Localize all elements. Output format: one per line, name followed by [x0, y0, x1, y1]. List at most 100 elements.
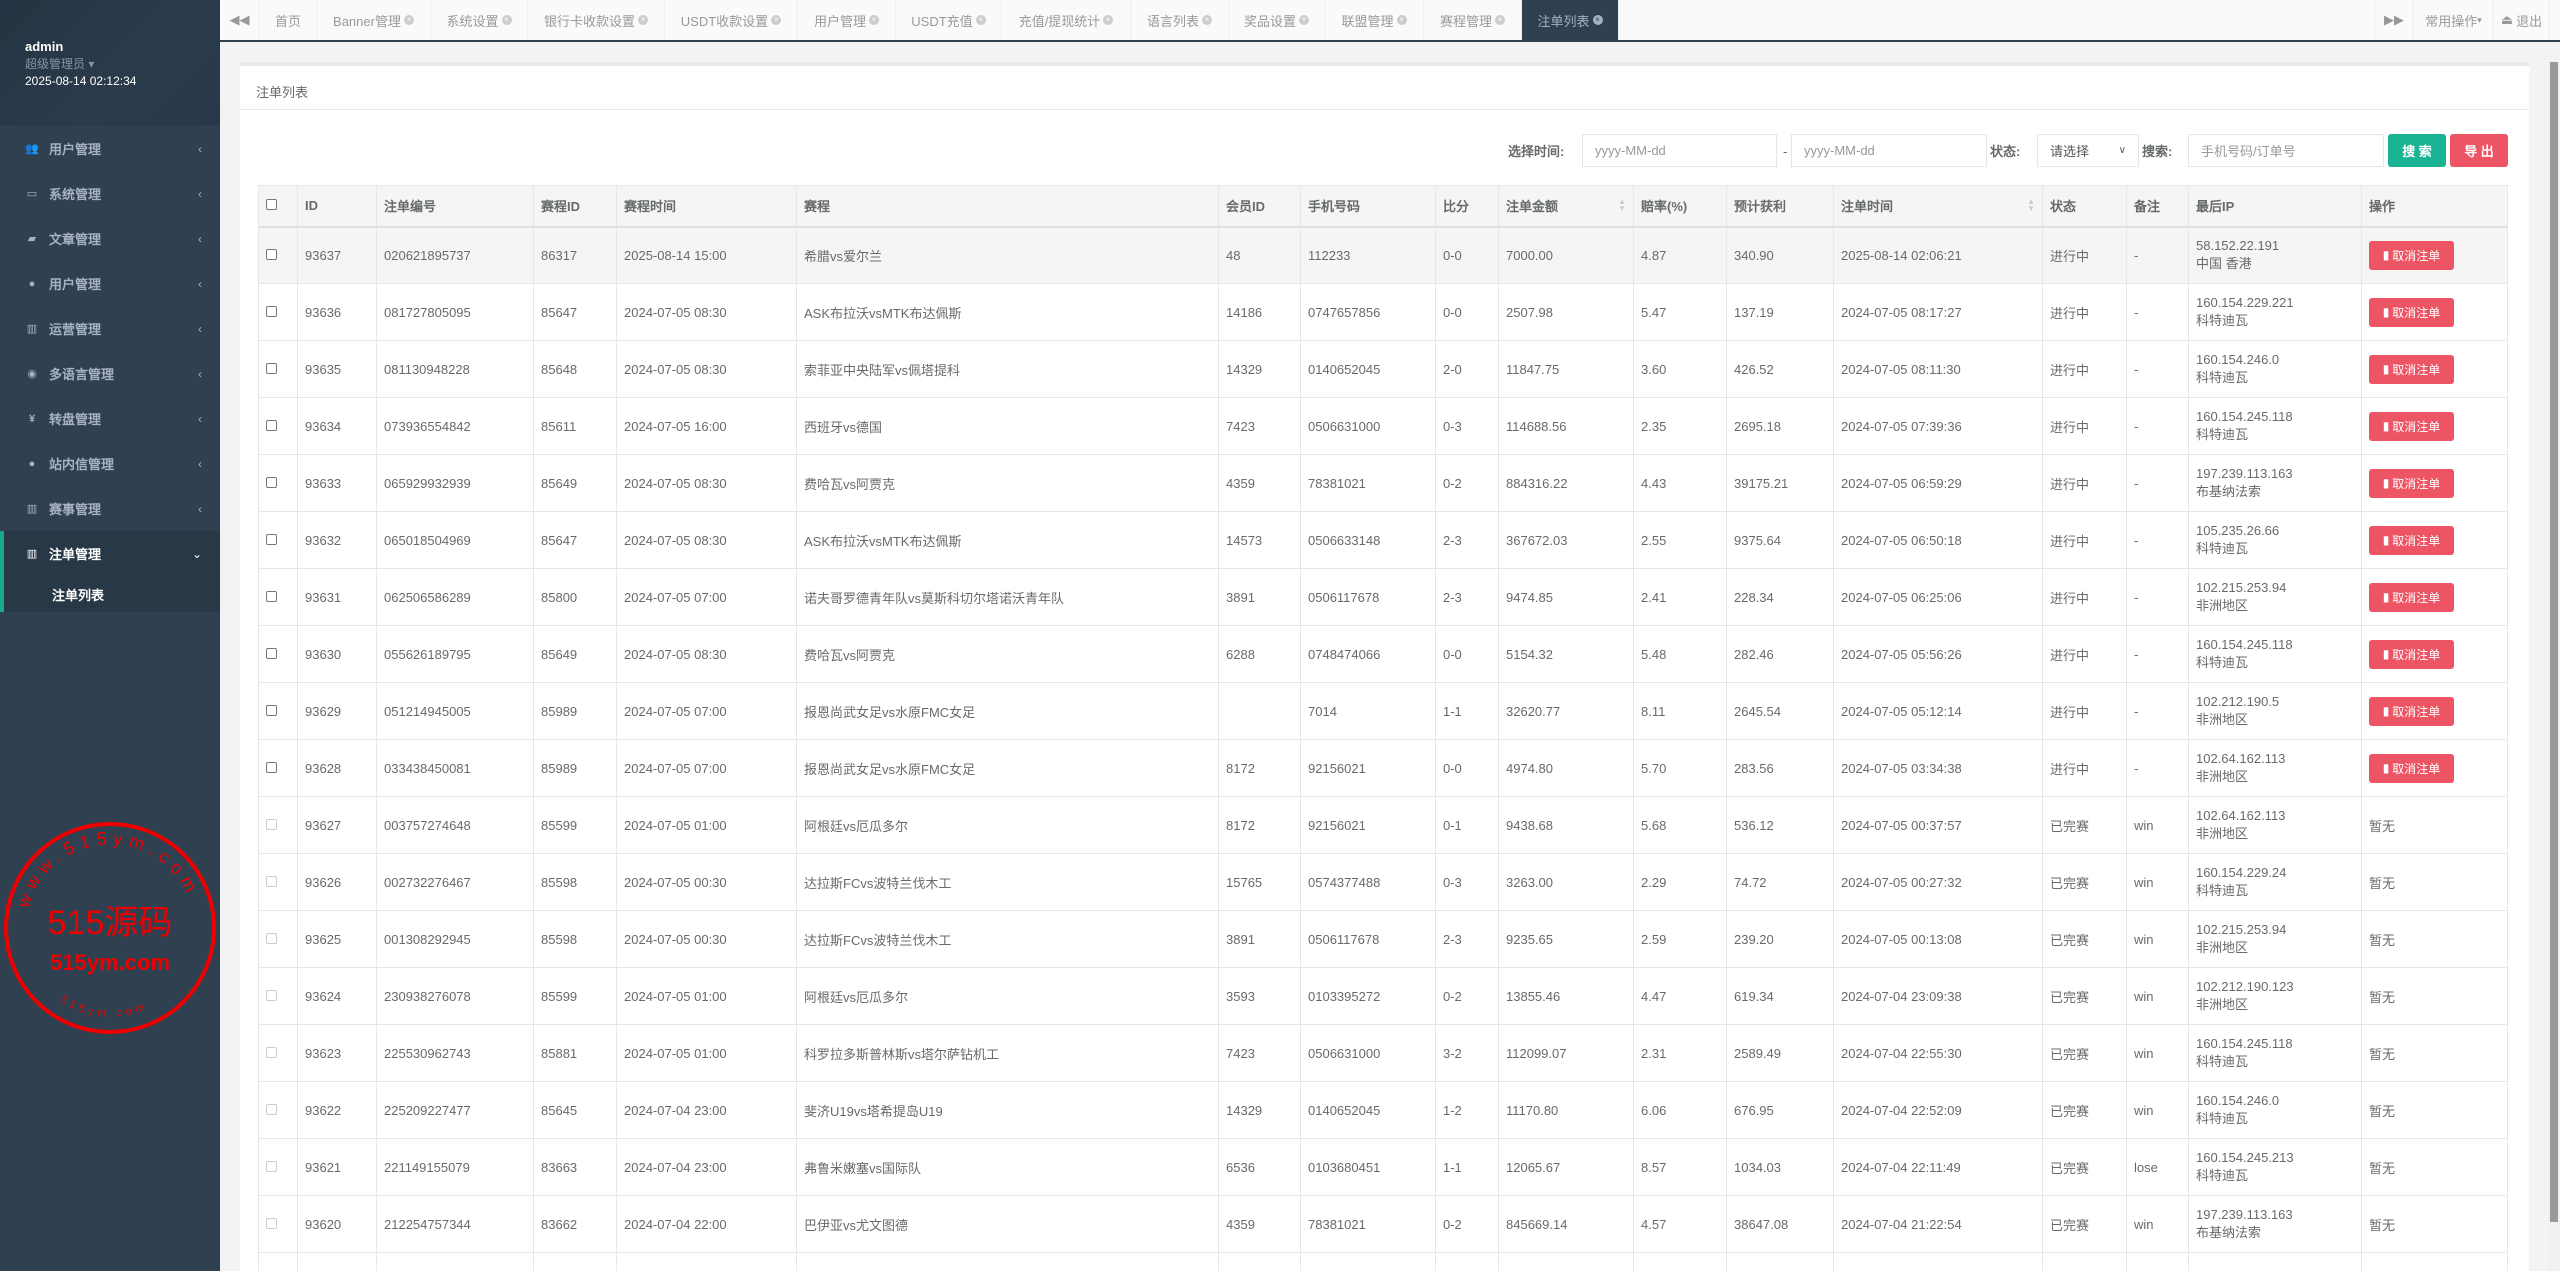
cell-text: 0103395272 [1308, 988, 1381, 1004]
cell: 020621895737 [376, 226, 534, 284]
tab-12[interactable]: 注单列表 × [1522, 0, 1619, 40]
scroll-tabs-left-button[interactable]: ◀◀ [220, 0, 260, 40]
sidebar-item-5[interactable]: ◉ 多语言管理 ‹ [0, 351, 220, 396]
sidebar-item-label: 运营管理 [49, 322, 102, 337]
close-icon[interactable]: × [1103, 15, 1114, 25]
cell: 2024-07-05 08:11:30 [1833, 340, 2043, 398]
cell: 221149155079 [376, 1138, 534, 1196]
cell: 9474.85 [1498, 568, 1634, 626]
tab-0[interactable]: 首页 [260, 0, 317, 40]
tab-10[interactable]: 联盟管理 × [1325, 0, 1424, 40]
tab-6[interactable]: USDT充值 × [896, 0, 1002, 40]
cell-text: 4974.80 [1506, 760, 1553, 776]
scroll-tabs-right-button[interactable]: ▶▶ [2374, 0, 2414, 40]
cell-text: 4.47 [1641, 988, 1667, 1004]
sidebar-item-3[interactable]: ● 用户管理 ‹ [0, 261, 220, 306]
cell-text: - [2134, 247, 2139, 263]
tab-2[interactable]: 系统设置 × [431, 0, 528, 40]
page-scrollbar[interactable] [2548, 62, 2560, 1271]
cancel-bet-button[interactable]: ▮ 取消注单 [2369, 525, 2454, 555]
close-icon[interactable]: × [403, 15, 414, 25]
cell: 85647 [533, 511, 617, 569]
close-icon[interactable]: × [501, 15, 512, 25]
cell-text: 5.70 [1641, 760, 1667, 776]
cancel-bet-button[interactable]: ▮ 取消注单 [2369, 240, 2454, 270]
cancel-bet-button[interactable]: ▮ 取消注单 [2369, 582, 2454, 612]
select-all-checkbox[interactable] [266, 199, 277, 211]
cell-text: 阿根廷vs厄瓜多尔 [804, 989, 909, 1005]
row-checkbox[interactable] [266, 590, 277, 602]
cell-text: 4.57 [1641, 1216, 1667, 1232]
ip-address: 58.152.22.191 [2196, 238, 2280, 254]
export-button[interactable]: 导 出 [2450, 134, 2508, 167]
tab-9[interactable]: 奖品设置 × [1229, 0, 1325, 40]
scrollbar-thumb[interactable] [2550, 62, 2558, 1222]
common-ops-dropdown[interactable]: 常用操作 ▾ [2414, 0, 2494, 40]
close-icon[interactable]: × [1202, 15, 1212, 25]
table-row: 93634 073936554842 85611 2024-07-05 16:00 西班… [258, 397, 2508, 455]
close-icon[interactable]: × [869, 15, 879, 25]
cell: 2024-07-05 01:00 [616, 967, 797, 1025]
row-checkbox[interactable] [266, 248, 277, 260]
tab-3[interactable]: 银行卡收款设置 × [528, 0, 665, 40]
sidebar-item-2[interactable]: ▰ 文章管理 ‹ [0, 216, 220, 261]
cancel-bet-button[interactable]: ▮ 取消注单 [2369, 411, 2454, 441]
sidebar-item-4[interactable]: ▥ 运营管理 ‹ [0, 306, 220, 351]
cancel-bet-button[interactable]: ▮ 取消注单 [2369, 696, 2454, 726]
row-checkbox[interactable] [266, 704, 277, 716]
cell: 4.47 [1633, 967, 1727, 1025]
action-cell: 暂无 [2361, 910, 2508, 968]
tab-8[interactable]: 语言列表 × [1131, 0, 1229, 40]
cell: 5.48 [1633, 625, 1727, 683]
tab-7[interactable]: 充值/提现统计 × [1002, 0, 1131, 40]
close-icon[interactable]: × [975, 15, 986, 25]
row-checkbox[interactable] [266, 476, 277, 488]
cell: 137.19 [1726, 283, 1834, 341]
tab-1[interactable]: Banner管理 × [317, 0, 431, 40]
column-header[interactable]: 注单时间 ▲ ▼ [1833, 185, 2043, 228]
tab-5[interactable]: 用户管理 × [798, 0, 896, 40]
tab-11[interactable]: 赛程管理 × [1424, 0, 1522, 40]
cell-text: 费哈瓦vs阿贾克 [804, 476, 896, 492]
close-icon[interactable]: × [1495, 15, 1505, 25]
close-icon[interactable]: × [1396, 15, 1407, 25]
sidebar-subitem-bet-list[interactable]: 注单列表 [52, 587, 105, 603]
sidebar-item-bet-management[interactable]: ▥ 注单管理 ⌄ [4, 531, 220, 576]
row-checkbox[interactable] [266, 533, 277, 545]
sidebar-item-0[interactable]: 👥 用户管理 ‹ [0, 126, 220, 171]
row-checkbox[interactable] [266, 362, 277, 374]
row-checkbox[interactable] [266, 419, 277, 431]
cell-text: 2-3 [1443, 532, 1462, 548]
cancel-bet-button[interactable]: ▮ 取消注单 [2369, 354, 2454, 384]
cell-text: 2024-07-05 06:59:29 [1841, 475, 1962, 491]
row-checkbox[interactable] [266, 761, 277, 773]
search-button[interactable]: 搜 索 [2388, 134, 2446, 167]
status-select[interactable]: 请选择 ∨ [2037, 134, 2139, 167]
sidebar-item-1[interactable]: ▭ 系统管理 ‹ [0, 171, 220, 216]
sidebar-item-8[interactable]: ▥ 赛事管理 ‹ [0, 486, 220, 531]
cancel-bet-button[interactable]: ▮ 取消注单 [2369, 297, 2454, 327]
cell-text: 93625 [305, 931, 342, 947]
start-date-input[interactable]: yyyy-MM-dd [1582, 134, 1777, 167]
close-icon[interactable]: × [638, 15, 648, 25]
cancel-bet-button[interactable]: ▮ 取消注单 [2369, 639, 2454, 669]
cancel-bet-button[interactable]: ▮ 取消注单 [2369, 468, 2454, 498]
logout-button[interactable]: ⏏ 退出 [2494, 0, 2550, 40]
row-checkbox[interactable] [266, 305, 277, 317]
row-checkbox[interactable] [266, 647, 277, 659]
profile-name: admin [25, 39, 64, 54]
close-icon[interactable]: × [1299, 15, 1309, 25]
tab-4[interactable]: USDT收款设置 × [665, 0, 798, 40]
close-icon[interactable]: × [1592, 15, 1603, 25]
cancel-bet-button[interactable]: ▮ 取消注单 [2369, 753, 2454, 783]
close-icon[interactable]: × [771, 15, 782, 25]
action-cell: ▮ 取消注单 [2361, 625, 2508, 683]
end-date-input[interactable]: yyyy-MM-dd [1791, 134, 1987, 167]
sign-out-icon: ⏏ [2500, 12, 2514, 27]
cell-text: 2-3 [1443, 589, 1462, 605]
column-header[interactable]: 注单金额 ▲ ▼ [1498, 185, 1634, 228]
sidebar-item-7[interactable]: ● 站内信管理 ‹ [0, 441, 220, 486]
sidebar-item-6[interactable]: ¥ 转盘管理 ‹ [0, 396, 220, 441]
search-input[interactable]: 手机号码/订单号 [2188, 134, 2384, 167]
profile-role-dropdown[interactable]: 超级管理员 ▾ [25, 56, 220, 72]
